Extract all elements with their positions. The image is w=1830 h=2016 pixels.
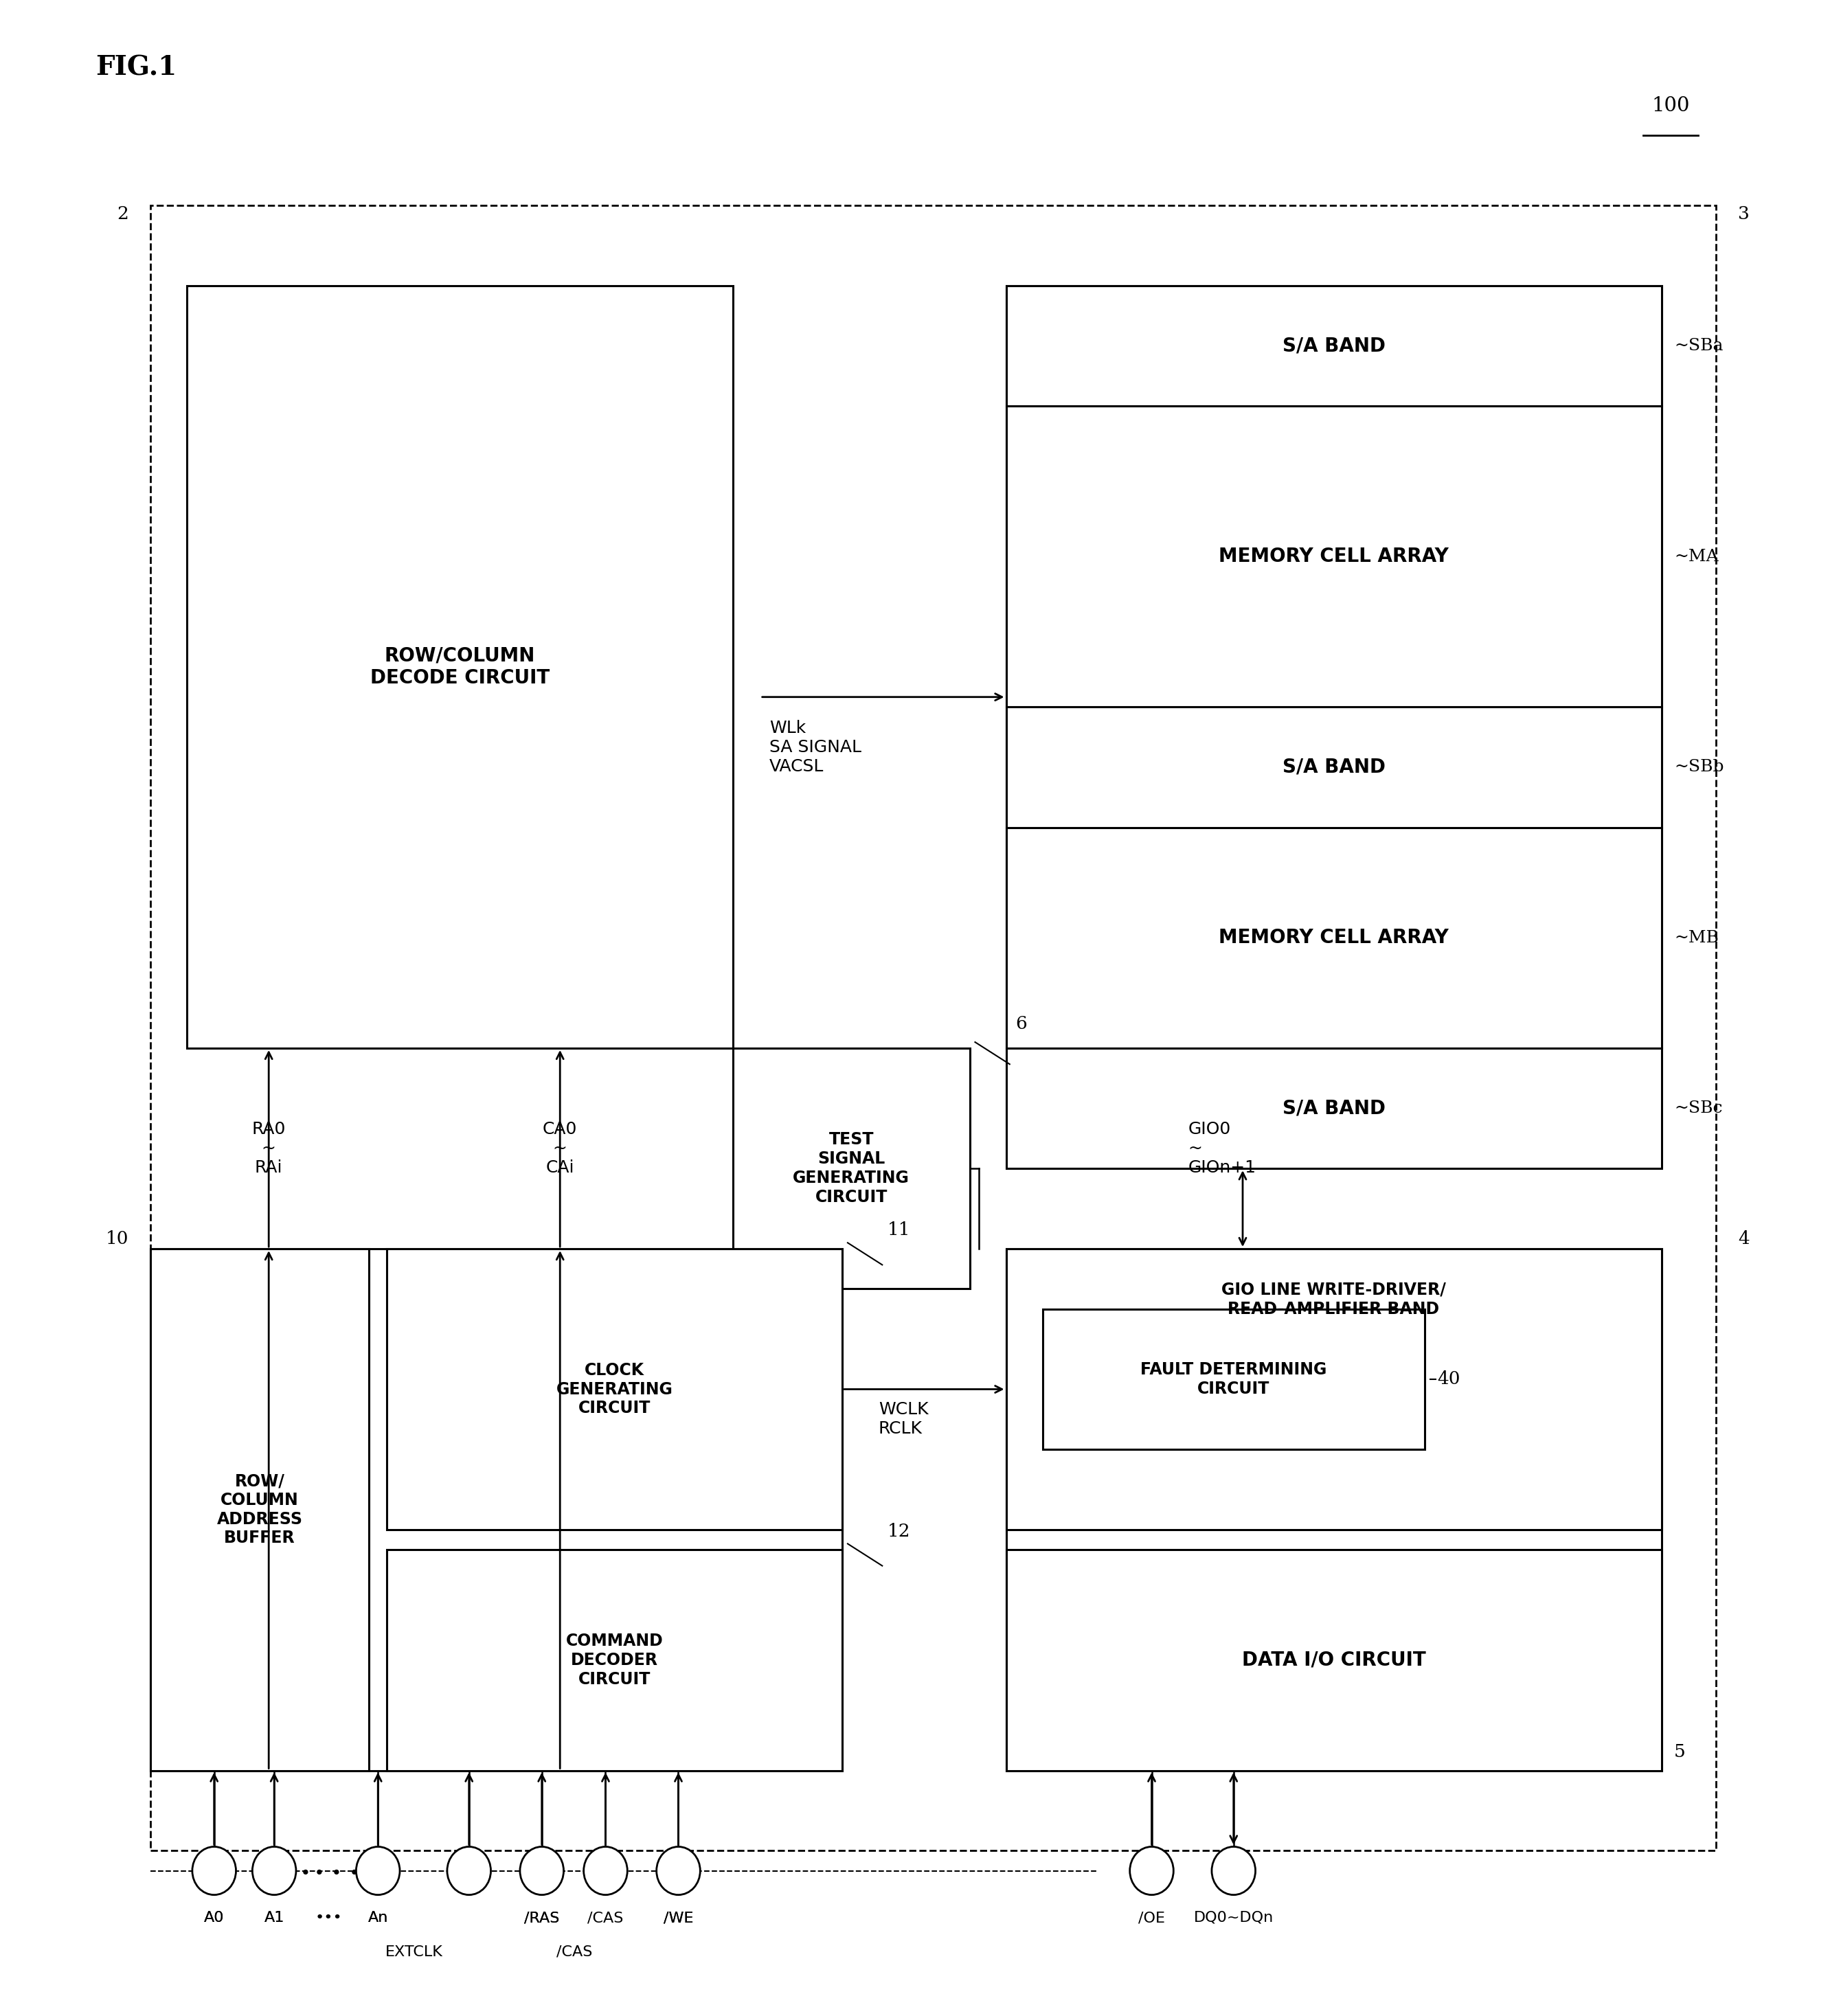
Text: ~SBc: ~SBc [1674, 1101, 1722, 1117]
Text: 5: 5 [1674, 1744, 1685, 1760]
Text: EXTCLK: EXTCLK [386, 1945, 443, 1960]
Text: 6: 6 [1016, 1014, 1027, 1032]
Bar [1006, 286, 1662, 1048]
Text: ~SBa: ~SBa [1674, 339, 1724, 353]
Text: A0: A0 [203, 1911, 225, 1925]
Bar [1006, 1048, 1662, 1169]
Circle shape [253, 1847, 296, 1895]
Text: ROW/COLUMN
DECODE CIRCUIT: ROW/COLUMN DECODE CIRCUIT [370, 647, 549, 687]
Bar [734, 1048, 970, 1288]
Text: /CAS: /CAS [556, 1945, 593, 1960]
Text: GIO LINE WRITE-DRIVER/
READ-AMPLIFIER BAND: GIO LINE WRITE-DRIVER/ READ-AMPLIFIER BA… [1221, 1282, 1446, 1316]
Text: ~MB: ~MB [1674, 929, 1718, 946]
Bar [187, 286, 734, 1048]
Text: 4: 4 [1738, 1230, 1749, 1248]
Text: 3: 3 [1738, 206, 1749, 222]
Text: /RAS: /RAS [523, 1911, 560, 1925]
Bar [1043, 1308, 1426, 1450]
Circle shape [520, 1847, 564, 1895]
Text: FAULT DETERMINING
CIRCUIT: FAULT DETERMINING CIRCUIT [1140, 1361, 1327, 1397]
Text: /CAS: /CAS [587, 1911, 624, 1925]
Text: TEST
SIGNAL
GENERATING
CIRCUIT: TEST SIGNAL GENERATING CIRCUIT [792, 1131, 910, 1206]
Circle shape [447, 1847, 490, 1895]
Bar [1006, 827, 1662, 1048]
Text: •••: ••• [315, 1911, 342, 1925]
Text: RA0
~
RAi: RA0 ~ RAi [253, 1121, 285, 1175]
Bar [1006, 1550, 1662, 1770]
Text: 2: 2 [117, 206, 128, 222]
Text: $\bullet\bullet\bullet\bullet$: $\bullet\bullet\bullet\bullet$ [300, 1863, 359, 1879]
Bar [388, 1550, 842, 1770]
Bar [1006, 708, 1662, 827]
Text: A0: A0 [203, 1911, 225, 1925]
Text: A1: A1 [264, 1911, 284, 1925]
Text: WCLK
RCLK: WCLK RCLK [878, 1401, 928, 1437]
Text: CLOCK
GENERATING
CIRCUIT: CLOCK GENERATING CIRCUIT [556, 1363, 673, 1417]
Text: CA0
~
CAi: CA0 ~ CAi [544, 1121, 576, 1175]
Text: S/A BAND: S/A BAND [1283, 1099, 1385, 1119]
Bar [150, 1248, 842, 1770]
Text: MEMORY CELL ARRAY: MEMORY CELL ARRAY [1219, 546, 1449, 566]
Text: FIG.1: FIG.1 [95, 54, 178, 81]
Circle shape [357, 1847, 399, 1895]
Text: /WE: /WE [664, 1911, 694, 1925]
Text: ROW/
COLUMN
ADDRESS
BUFFER: ROW/ COLUMN ADDRESS BUFFER [216, 1474, 302, 1546]
Text: 11: 11 [888, 1222, 911, 1238]
Text: DQ0~DQn: DQ0~DQn [1193, 1911, 1274, 1925]
Circle shape [1211, 1847, 1255, 1895]
Text: 12: 12 [888, 1522, 911, 1540]
Text: 10: 10 [106, 1230, 128, 1248]
Text: MEMORY CELL ARRAY: MEMORY CELL ARRAY [1219, 927, 1449, 948]
Bar [1006, 1248, 1662, 1770]
Text: /OE: /OE [1138, 1911, 1166, 1925]
Bar [1006, 405, 1662, 708]
Bar [1006, 286, 1662, 405]
Text: 100: 100 [1651, 97, 1689, 115]
Text: 40: 40 [1438, 1371, 1460, 1387]
Text: S/A BAND: S/A BAND [1283, 337, 1385, 355]
Circle shape [657, 1847, 701, 1895]
Bar [150, 206, 1717, 1851]
Circle shape [192, 1847, 236, 1895]
Bar [388, 1248, 842, 1530]
Text: GIO0
~
GIOn+1: GIO0 ~ GIOn+1 [1188, 1121, 1255, 1175]
Bar [150, 1248, 370, 1770]
Text: WLk
SA SIGNAL
VACSL: WLk SA SIGNAL VACSL [769, 720, 862, 774]
Text: An: An [368, 1911, 388, 1925]
Text: /RAS: /RAS [523, 1911, 560, 1925]
Text: An: An [368, 1911, 388, 1925]
Text: COMMAND
DECODER
CIRCUIT: COMMAND DECODER CIRCUIT [565, 1633, 662, 1687]
Text: ~SBb: ~SBb [1674, 760, 1724, 774]
Text: DATA I/O CIRCUIT: DATA I/O CIRCUIT [1243, 1651, 1426, 1669]
Text: S/A BAND: S/A BAND [1283, 758, 1385, 776]
Bar [1006, 1248, 1662, 1530]
Text: /WE: /WE [664, 1911, 694, 1925]
Circle shape [584, 1847, 628, 1895]
Text: A1: A1 [264, 1911, 284, 1925]
Text: ~MA: ~MA [1674, 548, 1718, 564]
Circle shape [1129, 1847, 1173, 1895]
